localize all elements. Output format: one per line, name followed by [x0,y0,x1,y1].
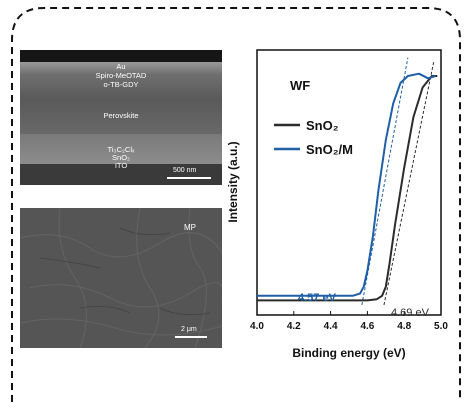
mp-label: MP [184,223,196,232]
sem-cross-section-image: Au Spiro-MeOTAD o-TB-GDY Perovskite Ti₃C… [20,50,222,185]
legend-label-sno2-m: SnO₂/M [306,142,353,157]
layer-label-au: Au [116,62,126,71]
x-tick-label: 4.8 [397,321,411,332]
tangent-line-1 [383,62,435,306]
x-tick-label: 4.0 [250,321,264,332]
series-line-0 [257,75,438,302]
grain-texture [20,208,222,348]
annotation-sno2-m: 4.57 eV [298,292,337,304]
tangent-line-0 [361,57,409,306]
chart-title: WF [290,78,310,93]
legend-label-sno2: SnO₂ [306,118,339,133]
x-tick-label: 4.4 [324,321,338,332]
layer-label-gdy: o-TB-GDY [103,80,139,89]
annotation-sno2: 4.69 eV [391,307,430,319]
x-axis-label: Binding energy (eV) [292,346,405,360]
plot-frame [256,49,442,316]
scale-bar-top [175,336,207,338]
layer-label-spiro: Spiro-MeOTAD [95,71,147,80]
series-line-1 [257,72,436,297]
x-tick-label: 4.6 [360,321,374,332]
scale-bar-label: 500 nm [173,167,197,174]
layer-label-mxene: Ti₃C₂Clₓ [107,145,135,154]
layer-label-sno2: SnO₂ [112,153,130,162]
layer-label-perovskite: Perovskite [103,111,139,120]
sem-top-view-image: MP 2 μm [20,208,222,348]
scale-bar-top-label: 2 μm [181,326,197,333]
x-tick-label: 4.2 [287,321,301,332]
y-axis-label: Intensity (a.u.) [226,141,240,222]
x-tick-label: 5.0 [434,321,448,332]
scale-bar [167,177,211,179]
layer-label-ito: ITO [114,161,128,170]
